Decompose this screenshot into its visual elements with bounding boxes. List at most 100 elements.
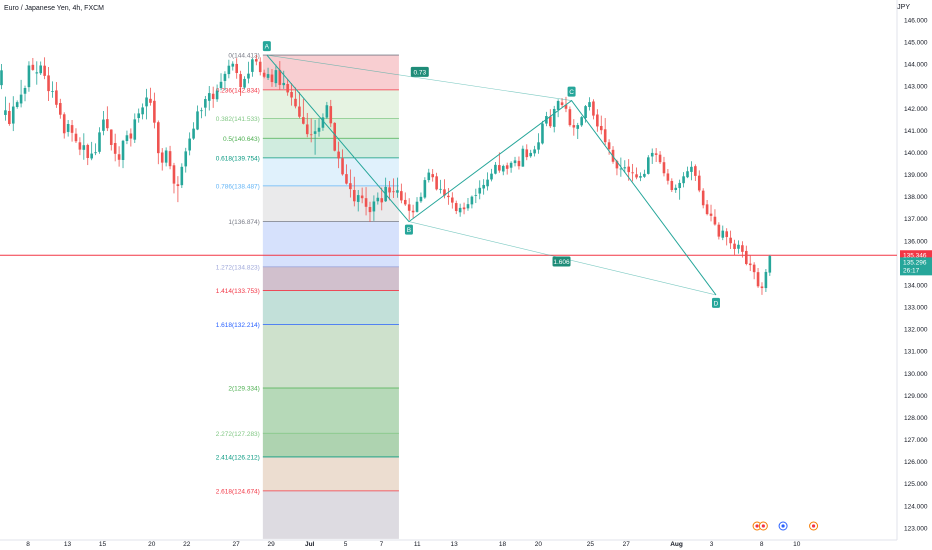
fib-label-0.382: 0.382(141.533) [216,116,260,123]
y-tick-label: 133.000 [904,305,928,312]
x-tick-label: 20 [535,541,543,548]
candle-body [501,165,505,172]
candle-body [157,122,160,154]
candle-body [86,144,90,158]
candle-body [145,97,148,107]
candle-body [78,142,82,150]
candle-body [211,93,215,100]
candle-body [35,72,39,74]
x-tick-label: 15 [99,541,107,548]
candle-body [82,145,86,150]
candle-body [207,93,211,101]
candle-body [400,191,403,201]
candle-body [513,160,517,164]
x-tick-label: 22 [183,541,191,548]
candle-body [74,133,78,142]
candle-body [537,142,540,150]
fib-label-0: 0(144.413) [228,53,259,60]
candle-body [619,168,623,170]
fib-zone-0.618 [262,157,399,186]
pattern-point-badge-c [567,86,576,97]
fib-label-0.236: 0.236(142.834) [216,87,260,94]
candle-body [556,101,560,110]
candle-body [243,78,246,88]
candle-body [317,127,321,132]
candle-body [458,207,462,213]
candle-body [568,109,572,126]
y-tick-label: 124.000 [904,503,928,510]
last-price-label: 135.346 [903,253,927,260]
candle-body [697,175,701,191]
candle-body [658,154,662,163]
candle-body [454,203,458,211]
candle-body [192,128,195,139]
candle-body [94,152,97,154]
fib-zone-1 [262,221,399,267]
x-tick-label: 18 [499,541,507,548]
event-marker-dot [781,524,785,528]
candle-body [764,271,768,289]
y-tick-label: 136.000 [904,238,928,245]
candle-body [109,129,113,145]
candle-body [451,197,454,203]
candle-body [686,171,689,178]
candle-body [392,191,395,193]
candle-body [8,110,11,124]
candle-body [466,204,470,209]
candle-body [717,224,721,237]
fib-zone-0.382 [262,118,399,139]
candle-body [623,167,627,169]
event-marker-dot [811,524,816,528]
candle-body [98,132,101,152]
candle-body [270,74,274,83]
candle-body [255,59,258,62]
candle-body [141,107,144,115]
x-tick-label: 8 [26,541,30,548]
candle-body [560,102,564,106]
candle-body [509,162,513,168]
candle-body [376,197,380,202]
candle-body [168,151,172,167]
candle-body [325,105,329,118]
candle-body [62,114,66,134]
fib-zone-2.272 [262,433,399,457]
x-tick-label: 7 [380,541,384,548]
candle-body [125,135,129,141]
candle-body [725,231,728,238]
candle-body [552,108,556,127]
candle-body [172,165,176,184]
candle-body [682,176,685,184]
x-tick-label: 3 [710,541,714,548]
candle-body [247,73,250,79]
fib-label-0.786: 0.786(138.487) [216,183,260,190]
candle-body [117,154,121,160]
candle-body [184,151,188,167]
pattern-ratio-label-1: 1.606 [553,259,570,266]
candle-body [713,216,717,225]
candle-body [576,125,580,129]
candle-body [690,166,693,172]
candle-body [760,286,764,289]
candle-body [298,106,301,117]
y-tick-label: 137.000 [904,216,928,223]
candle-body [4,110,7,115]
candle-body [364,198,368,207]
candle-body [51,91,54,92]
fib-zone-2.618 [262,490,399,539]
candle-body [674,187,678,191]
fib-label-1: 1(136.874) [228,219,259,226]
pattern-point-badge-b [404,224,413,235]
candle-body [748,263,752,266]
candle-body [305,124,309,135]
y-tick-label: 128.000 [904,415,928,422]
fib-label-2.272: 2.272(127.283) [216,431,260,438]
y-tick-label: 143.000 [904,84,928,91]
candle-body [196,111,199,130]
pattern-point-label-b: B [407,227,411,234]
candle-body [368,207,372,213]
candle-body [31,64,35,70]
candle-body [631,172,634,174]
candle-body [309,134,313,136]
candle-body [431,174,434,178]
